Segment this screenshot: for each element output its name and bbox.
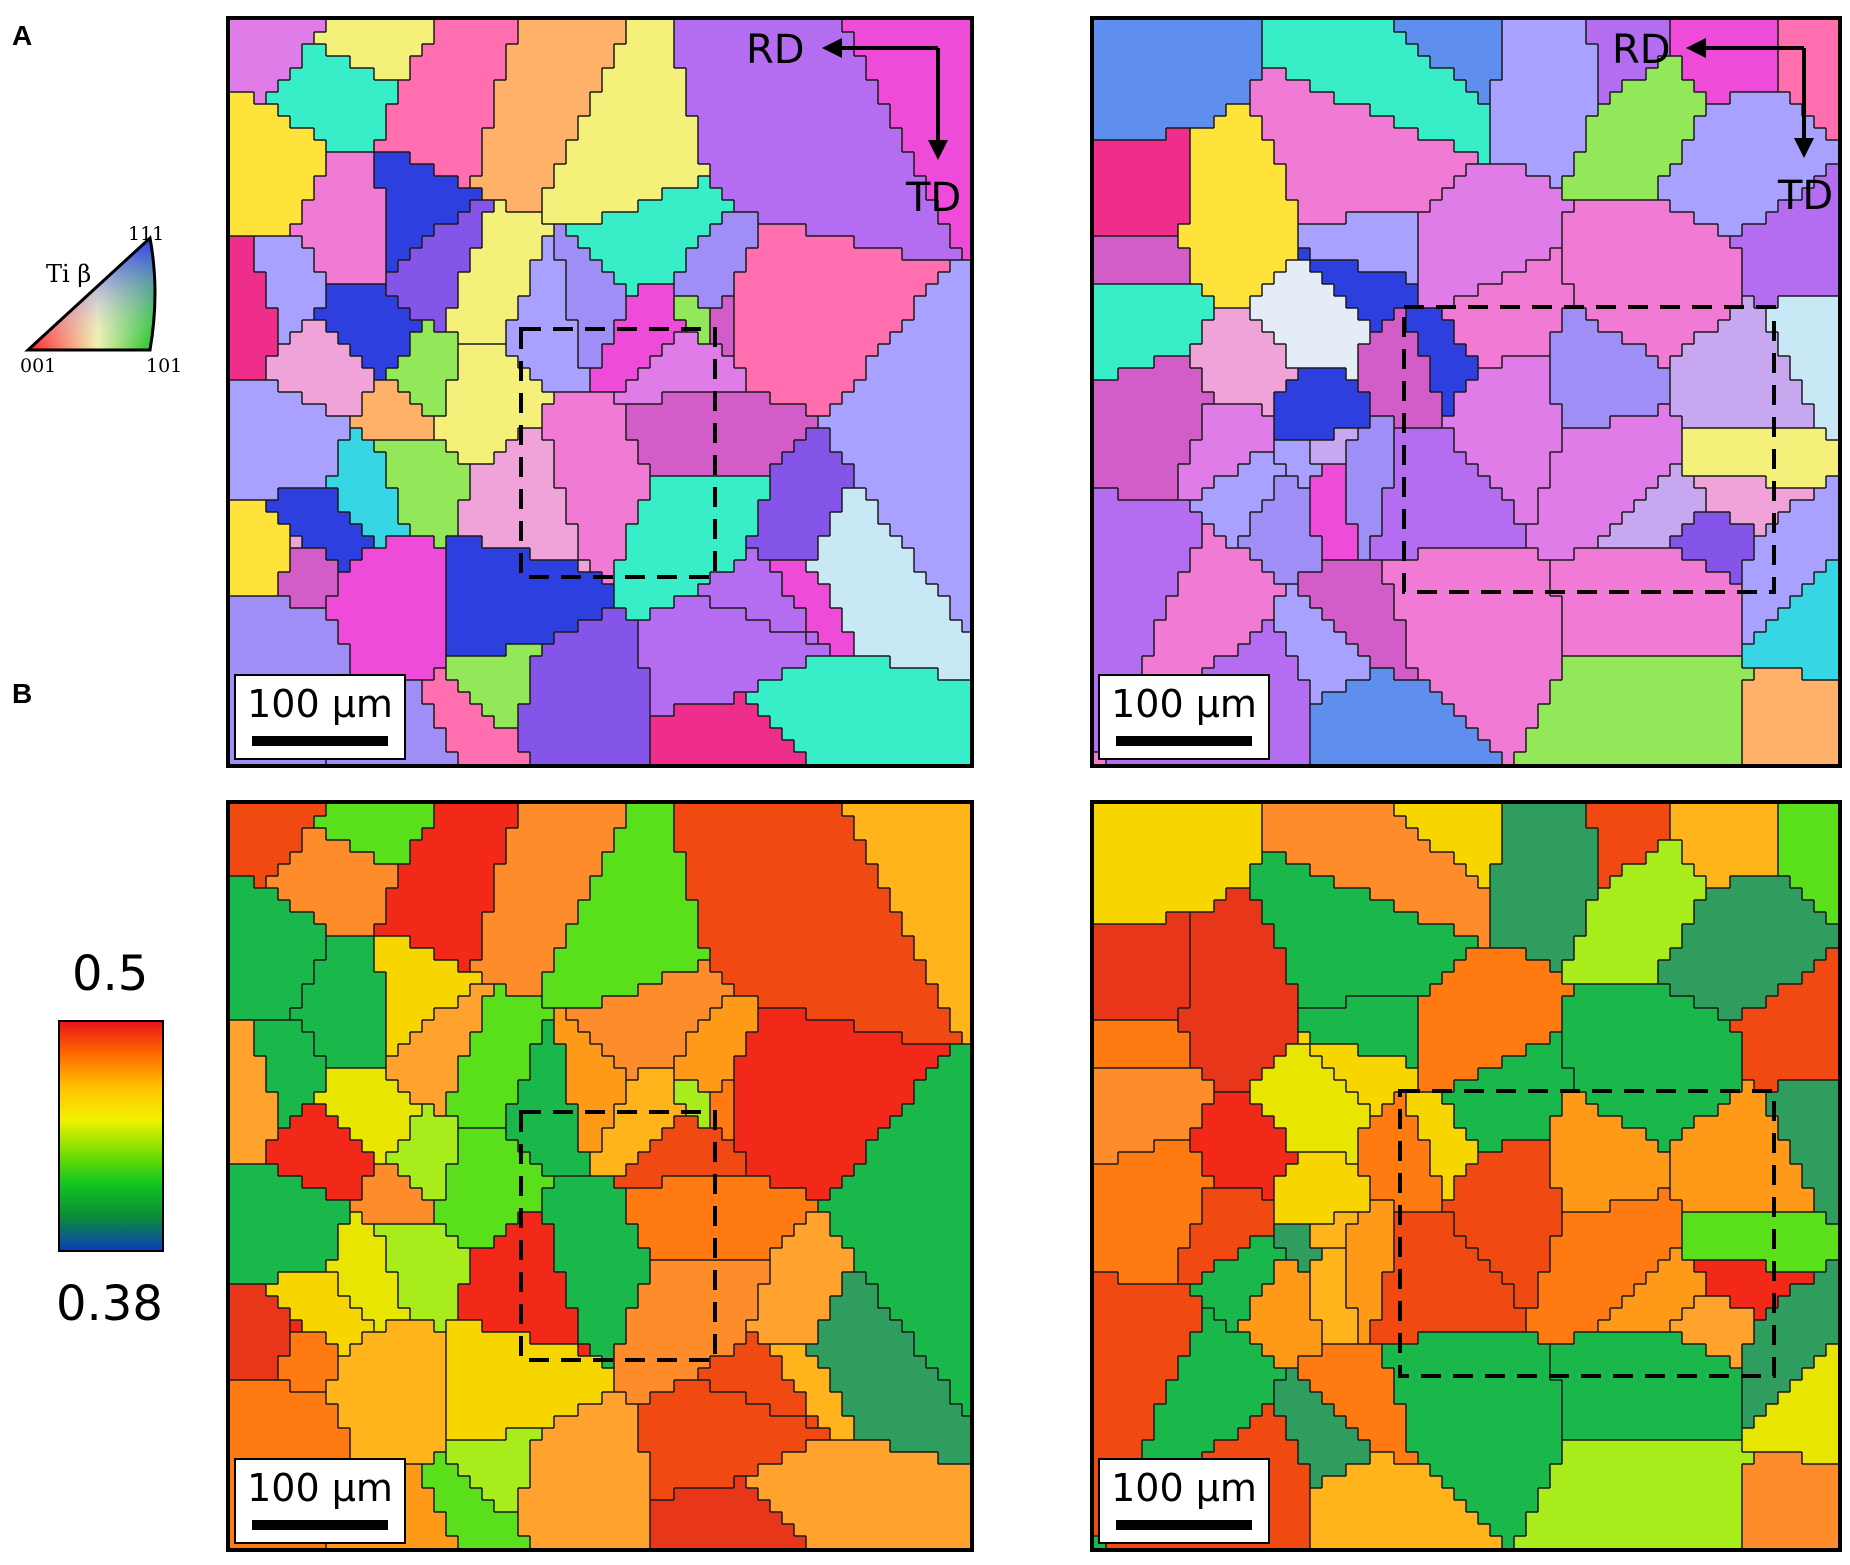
- panel-b-letter: B: [12, 678, 33, 709]
- scale-bar-label: 100 µm: [1111, 682, 1257, 726]
- grain-map-a: [230, 20, 970, 764]
- scale-bar-label: 100 µm: [247, 682, 393, 726]
- ipf-map-panel-c: RD TD 100 µm: [1090, 16, 1842, 768]
- scale-bar: [1116, 1520, 1252, 1530]
- colorbar-min-label: 0.38: [56, 1276, 163, 1332]
- scale-bar: [1116, 736, 1252, 746]
- scale-bar-box: 100 µm: [234, 674, 406, 760]
- panel-a-letter: A: [12, 20, 33, 51]
- scale-bar-box: 100 µm: [234, 1458, 406, 1544]
- ipf-key-101: 101: [146, 355, 182, 377]
- td-label: TD: [906, 175, 962, 221]
- grain-map-b: [230, 804, 970, 1548]
- deviation-map-panel-b: 100 µm: [226, 800, 974, 1552]
- td-label: TD: [1778, 173, 1834, 219]
- ipf-key-111: 111: [128, 223, 164, 245]
- grain-map-c: [1094, 20, 1838, 764]
- colorbar: [58, 1020, 164, 1252]
- scale-bar: [252, 736, 388, 746]
- colorbar-max-label: 0.5: [72, 946, 149, 1002]
- deviation-map-panel-d: 100 µm: [1090, 800, 1842, 1552]
- ipf-key-label: Ti β: [46, 260, 91, 288]
- ipf-key-001: 001: [20, 355, 56, 377]
- scale-bar-box: 100 µm: [1098, 1458, 1270, 1544]
- rd-label: RD: [746, 27, 805, 73]
- ipf-map-panel-a: RD TD 100 µm: [226, 16, 974, 768]
- scale-bar: [252, 1520, 388, 1530]
- scale-bar-label: 100 µm: [1111, 1466, 1257, 1510]
- grain-map-d: [1094, 804, 1838, 1548]
- ipf-color-key: Ti β 111 001 101: [20, 223, 182, 377]
- scale-bar-label: 100 µm: [247, 1466, 393, 1510]
- rd-label: RD: [1612, 27, 1671, 73]
- scale-bar-box: 100 µm: [1098, 674, 1270, 760]
